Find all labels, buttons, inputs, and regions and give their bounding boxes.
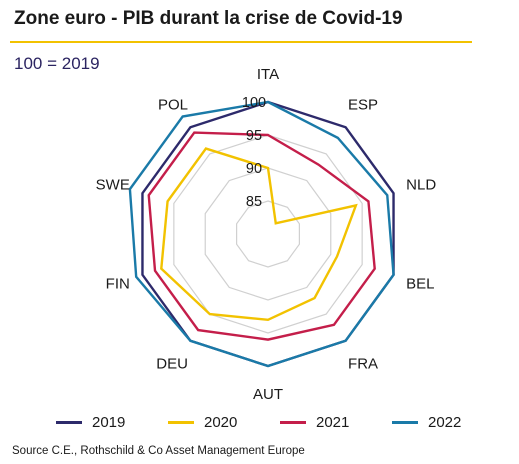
legend: 2019 2020 2021 2022 <box>56 414 504 431</box>
tick-label-95: 95 <box>246 128 262 144</box>
series-line-2022 <box>128 100 395 368</box>
series-line-2020 <box>160 147 358 322</box>
legend-item-2019: 2019 <box>56 414 168 431</box>
tick-label-85: 85 <box>246 194 262 210</box>
legend-swatch-2020 <box>168 421 194 424</box>
grid-ring-90 <box>204 167 332 301</box>
axis-label-ita: ITA <box>257 66 279 83</box>
chart-subtitle: 100 = 2019 <box>14 54 100 73</box>
legend-label-2021: 2021 <box>316 414 350 431</box>
legend-label-2020: 2020 <box>204 414 238 431</box>
tick-label-100: 100 <box>242 95 266 111</box>
legend-item-2020: 2020 <box>168 414 280 431</box>
axis-label-fra: FRA <box>348 355 378 372</box>
tick-label-90: 90 <box>246 161 262 177</box>
title-rule <box>10 41 472 43</box>
legend-item-2021: 2021 <box>280 414 392 431</box>
axis-label-nld: NLD <box>406 177 436 194</box>
legend-label-2022: 2022 <box>428 414 462 431</box>
chart-title: Zone euro - PIB durant la crise de Covid… <box>14 8 403 29</box>
axis-label-pol: POL <box>158 97 188 114</box>
axis-label-esp: ESP <box>348 97 378 114</box>
axis-label-bel: BEL <box>406 275 434 292</box>
axis-label-deu: DEU <box>156 355 188 372</box>
legend-label-2019: 2019 <box>92 414 126 431</box>
legend-swatch-2022 <box>392 421 418 424</box>
grid-ring-85 <box>236 200 300 268</box>
axis-label-aut: AUT <box>253 386 283 403</box>
legend-item-2022: 2022 <box>392 414 504 431</box>
series-line-2021 <box>147 131 376 341</box>
legend-swatch-2019 <box>56 421 82 424</box>
axis-label-fin: FIN <box>106 275 130 292</box>
grid-ring-95 <box>173 134 363 334</box>
source-note: Source C.E., Rothschild & Co Asset Manag… <box>12 445 305 457</box>
axis-label-swe: SWE <box>96 177 130 194</box>
legend-swatch-2021 <box>280 421 306 424</box>
